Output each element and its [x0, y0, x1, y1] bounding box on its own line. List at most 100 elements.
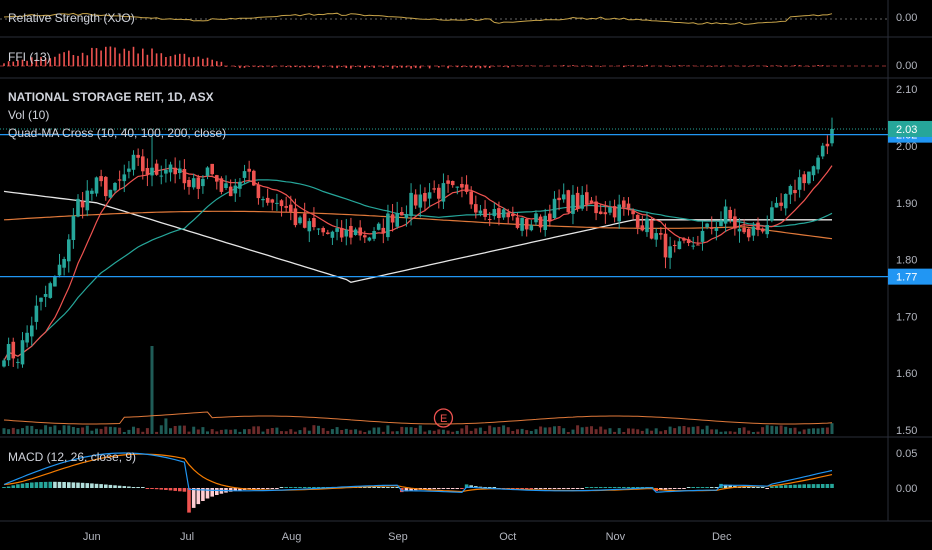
rs-indicator-label[interactable]: Relative Strength (XJO): [8, 11, 135, 25]
candle-body: [141, 156, 145, 172]
candle-body: [80, 201, 85, 208]
macd-indicator-label[interactable]: MACD (12, 26, close, 9): [8, 450, 137, 464]
ffi-bar: [623, 66, 625, 68]
ffi-bar: [137, 53, 139, 66]
volume-bar: [821, 427, 825, 434]
candle-body: [136, 154, 140, 158]
volume-bar: [714, 429, 718, 434]
volume-bar: [682, 426, 686, 434]
volume-bar: [363, 432, 367, 434]
candle-body: [585, 192, 589, 205]
volume-bar: [511, 431, 515, 434]
candle-body: [400, 212, 404, 216]
volume-bar: [358, 430, 362, 434]
macd-histogram-bar: [20, 483, 25, 488]
macd-histogram-bar: [127, 486, 131, 488]
macd-histogram-bar: [154, 488, 159, 490]
ffi-bar: [396, 66, 398, 68]
candle-body: [543, 215, 547, 230]
volume-bar: [608, 428, 612, 434]
ffi-bar: [211, 59, 213, 66]
volume-bar: [765, 425, 769, 434]
candle-body: [705, 223, 709, 228]
candle-body: [589, 200, 594, 204]
candle-body: [353, 229, 358, 235]
macd-histogram-bar: [783, 485, 788, 488]
volume-indicator-label[interactable]: Vol (10): [8, 108, 50, 122]
candle-body: [746, 228, 751, 238]
volume-bar: [395, 431, 399, 434]
volume-bar: [622, 432, 626, 434]
volume-bar: [812, 428, 815, 434]
candle-body: [733, 216, 737, 229]
symbol-title[interactable]: NATIONAL STORAGE REIT, 1D, ASX: [8, 90, 214, 104]
volume-bar: [636, 429, 640, 434]
candle-body: [413, 194, 418, 206]
candle-body: [127, 168, 131, 172]
ffi-bar: [155, 53, 158, 66]
ffi-bar: [262, 66, 264, 68]
candle-body: [501, 209, 506, 218]
volume-bar: [150, 346, 154, 434]
volume-bar: [404, 427, 408, 434]
volume-bar: [585, 426, 589, 434]
candle-body: [16, 361, 20, 363]
volume-bar: [243, 429, 246, 434]
ffi-bar: [798, 65, 801, 66]
candle-body: [210, 163, 214, 175]
candle-body: [423, 193, 427, 202]
macd-histogram-bar: [659, 488, 663, 491]
macd-histogram-bar: [210, 488, 214, 497]
candle-body: [820, 145, 825, 157]
macd-histogram-bar: [492, 487, 497, 488]
candle-body: [603, 212, 608, 215]
volume-bar: [127, 429, 131, 434]
volume-bar: [724, 431, 728, 434]
candle-body: [99, 176, 103, 182]
ffi-bar: [752, 65, 755, 66]
volume-bar: [728, 431, 732, 434]
candle-body: [626, 203, 631, 209]
macd-histogram-bar: [760, 487, 765, 488]
candle-body: [145, 168, 150, 175]
ffi-bar: [706, 66, 708, 67]
ffi-bar: [58, 53, 61, 66]
ffi-bar: [669, 66, 671, 67]
horizontal-line-price-label: 1.77: [896, 272, 917, 284]
ffi-indicator-label[interactable]: FFI (13): [8, 50, 51, 64]
candle-body: [256, 184, 261, 199]
quad-ma-indicator-label[interactable]: Quad-MA Cross (10, 40, 100, 200, close): [8, 126, 227, 140]
volume-bar: [497, 426, 501, 434]
candle-body: [691, 245, 695, 247]
ffi-bar: [808, 66, 810, 67]
ffi-bar: [313, 66, 315, 68]
volume-bar: [590, 426, 593, 434]
volume-bar: [303, 427, 307, 434]
ffi-bar: [160, 53, 163, 66]
candle-body: [561, 194, 566, 200]
macd-histogram-bar: [307, 487, 312, 488]
ffi-bar: [493, 66, 496, 67]
macd-histogram-bar: [751, 487, 756, 488]
volume-bar: [793, 427, 797, 434]
macd-histogram-bar: [168, 488, 173, 491]
candle-body: [164, 169, 168, 174]
macd-histogram-bar: [811, 484, 816, 488]
volume-bar: [779, 425, 783, 434]
volume-bar: [761, 427, 765, 434]
macd-histogram-bar: [561, 488, 566, 489]
macd-histogram-bar: [594, 487, 598, 488]
volume-bar: [178, 425, 182, 434]
macd-histogram-bar: [788, 484, 793, 488]
candle-body: [154, 163, 159, 175]
macd-histogram-bar: [76, 482, 80, 488]
ffi-bar: [285, 66, 287, 68]
ffi-bar: [447, 66, 449, 69]
volume-bar: [71, 427, 75, 434]
candle-body: [409, 192, 413, 217]
ffi-bar: [308, 66, 311, 67]
macd-histogram-bar: [164, 488, 168, 490]
macd-histogram-bar: [770, 486, 774, 488]
ffi-bar: [387, 66, 389, 67]
